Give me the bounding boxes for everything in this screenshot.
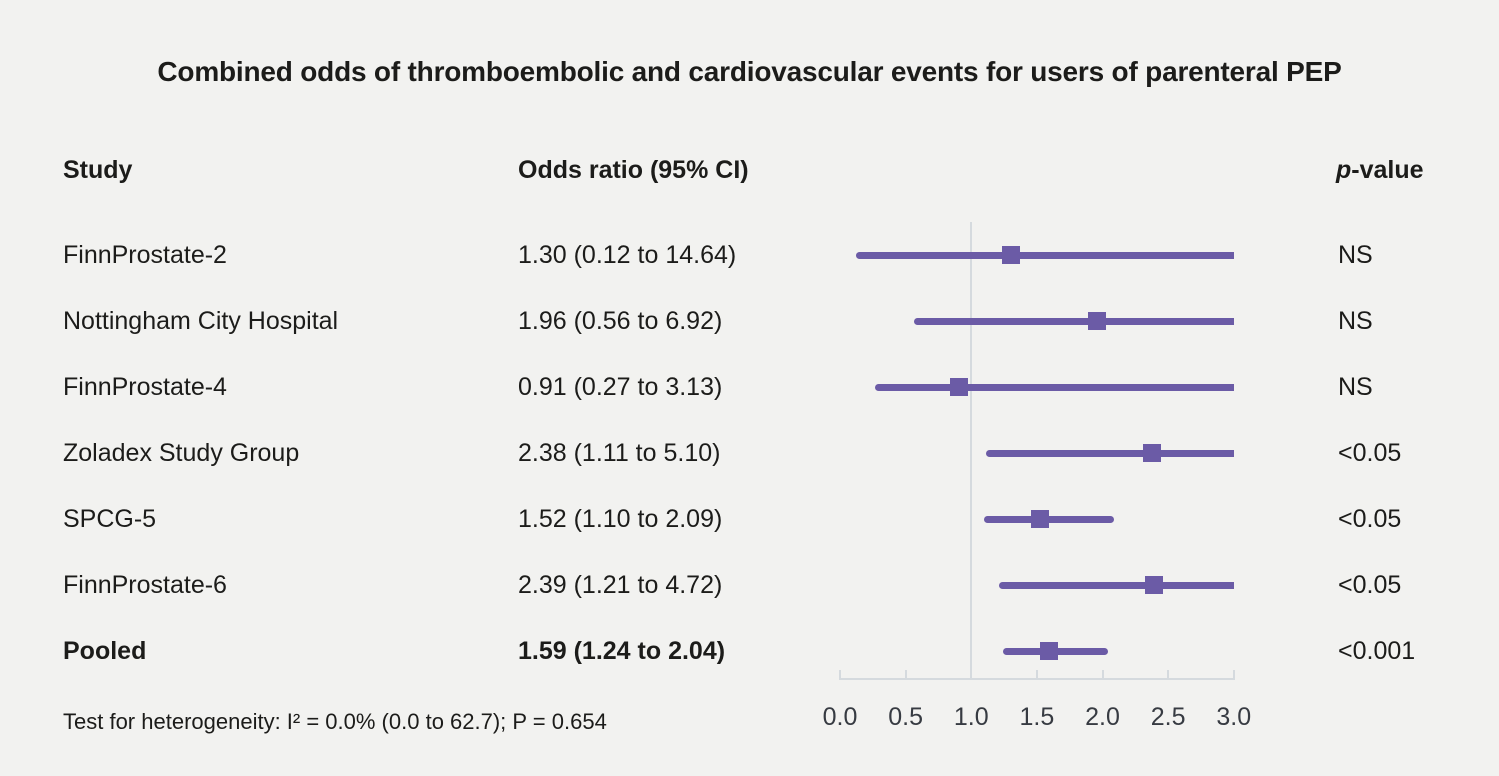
axis-tick-label: 0.0	[822, 703, 858, 731]
study-name: Nottingham City Hospital	[63, 307, 339, 335]
point-estimate-marker	[1039, 642, 1058, 660]
column-header-study: Study	[63, 156, 133, 184]
point-estimate-marker	[1030, 510, 1049, 528]
p-value: NS	[1338, 307, 1373, 335]
ci-bar	[875, 383, 1234, 391]
axis-tick	[1232, 670, 1235, 678]
reference-line-or-1	[970, 222, 973, 678]
odds-ratio-ci-value: 1.30 (0.12 to 14.64)	[518, 241, 737, 269]
p-value: NS	[1338, 241, 1373, 269]
odds-ratio-ci-value: 1.59 (1.24 to 2.04)	[518, 637, 726, 665]
pvalue-header-p: p	[1336, 156, 1352, 184]
axis-tick	[839, 670, 841, 678]
study-name: FinnProstate-6	[63, 571, 227, 599]
ci-bar	[984, 515, 1115, 523]
odds-ratio-ci-value: 0.91 (0.27 to 3.13)	[518, 373, 723, 401]
p-value: <0.05	[1338, 571, 1402, 599]
axis-tick-label: 0.5	[888, 703, 923, 731]
point-estimate-marker	[1088, 312, 1107, 330]
column-header-pvalue: p-value	[1336, 154, 1424, 186]
pvalue-header-suffix: -value	[1351, 156, 1424, 184]
axis-tick	[970, 670, 973, 678]
ci-bar	[855, 251, 1234, 259]
p-value: <0.001	[1338, 637, 1416, 665]
study-name: FinnProstate-2	[63, 241, 227, 269]
study-name: Zoladex Study Group	[63, 439, 300, 467]
ci-bar	[998, 581, 1234, 589]
point-estimate-marker	[1144, 576, 1163, 594]
odds-ratio-ci-value: 1.52 (1.10 to 2.09)	[518, 505, 723, 533]
point-estimate-marker	[1143, 444, 1162, 462]
axis-tick	[1167, 670, 1170, 678]
study-name: FinnProstate-4	[63, 373, 227, 401]
study-name: Pooled	[63, 637, 147, 665]
axis-tick-label: 2.5	[1150, 703, 1186, 731]
p-value: <0.05	[1338, 439, 1402, 467]
p-value: <0.05	[1338, 505, 1402, 533]
odds-ratio-ci-value: 2.39 (1.21 to 4.72)	[518, 571, 723, 599]
point-estimate-marker	[1001, 246, 1020, 264]
odds-ratio-ci-value: 2.38 (1.11 to 5.10)	[518, 439, 721, 467]
x-axis-line	[839, 678, 1235, 680]
odds-ratio-ci-value: 1.96 (0.56 to 6.92)	[518, 307, 723, 335]
study-name: SPCG-5	[63, 505, 157, 533]
axis-tick-label: 2.0	[1085, 703, 1120, 731]
point-estimate-marker	[950, 378, 969, 396]
axis-tick-label: 1.5	[1019, 703, 1055, 731]
axis-tick-label: 3.0	[1216, 703, 1252, 731]
figure-title: Combined odds of thromboembolic and card…	[157, 56, 1342, 87]
axis-tick-label: 1.0	[953, 703, 989, 731]
ci-bar	[913, 317, 1234, 325]
column-header-odds-ratio: Odds ratio (95% CI)	[518, 156, 749, 184]
axis-tick	[904, 670, 907, 678]
axis-tick	[1035, 670, 1038, 678]
axis-tick	[1101, 670, 1104, 678]
heterogeneity-note: Test for heterogeneity: I² = 0.0% (0.0 t…	[63, 709, 607, 734]
p-value: NS	[1338, 373, 1373, 401]
ci-bar	[985, 449, 1234, 457]
